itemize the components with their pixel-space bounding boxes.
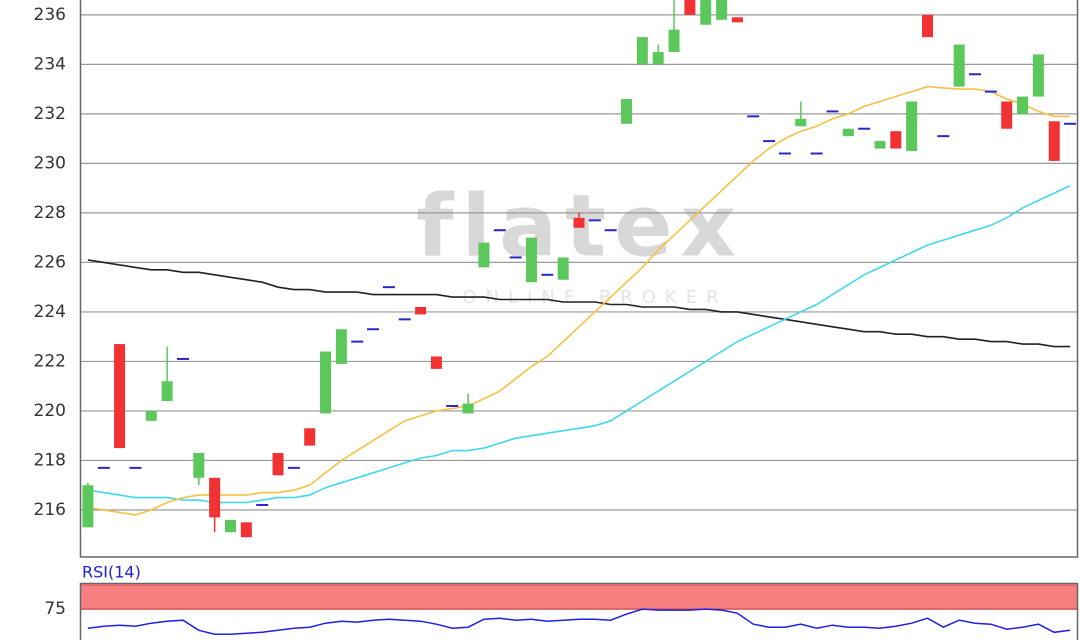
axes: 216 218 220 222 224 226 228 230 232 234 236 75 — [34, 5, 66, 619]
candle-body — [320, 351, 332, 414]
candle-body — [415, 306, 427, 315]
watermark-tagline: ONLINE BROKER — [462, 287, 727, 308]
candle-body — [1032, 54, 1044, 97]
y-tick-label: 222 — [34, 351, 66, 371]
candle-body — [82, 485, 94, 528]
candle-body — [716, 0, 728, 20]
candle-body — [557, 257, 569, 280]
rsi-line — [87, 608, 1071, 635]
candle-body — [668, 29, 680, 52]
candle-body — [304, 428, 316, 446]
candle-body — [953, 44, 965, 87]
candle-body — [684, 0, 696, 15]
candle-body — [478, 242, 490, 268]
y-tick-label: 226 — [34, 252, 66, 272]
candle-body — [1048, 121, 1060, 161]
candle-body — [795, 118, 807, 127]
candle-body — [209, 477, 221, 518]
y-tick-label: 230 — [34, 153, 66, 173]
candle-body — [193, 453, 205, 478]
y-tick-label: 228 — [34, 203, 66, 223]
moving-average — [87, 184, 1071, 504]
candle-body — [700, 0, 712, 25]
candle-body — [842, 128, 854, 137]
candle-body — [114, 344, 126, 449]
candle-body — [240, 522, 252, 538]
moving-average — [87, 259, 1071, 348]
price-panel — [80, 0, 1078, 538]
candle-body — [652, 51, 664, 65]
y-tick-label: 234 — [34, 54, 66, 74]
candle-body — [525, 237, 537, 283]
y-tick-label: 75 — [44, 599, 66, 619]
y-tick-label: 232 — [34, 104, 66, 124]
candle-body — [430, 356, 442, 369]
y-tick-label: 224 — [34, 302, 66, 322]
candle-body — [890, 131, 902, 149]
candle-body — [636, 37, 648, 65]
candle-body — [922, 14, 934, 38]
candle-body — [906, 101, 918, 152]
candle-body — [335, 329, 347, 364]
rsi-frame — [79, 582, 1079, 640]
candle-body — [145, 410, 157, 421]
candle-body — [161, 381, 173, 402]
price-frame — [79, 0, 1079, 558]
overbought-band — [80, 584, 1078, 610]
y-tick-label: 220 — [34, 401, 66, 421]
moving-average — [87, 85, 1071, 516]
candle-body — [1001, 101, 1013, 129]
y-tick-label: 216 — [34, 500, 66, 520]
candle-body — [621, 99, 633, 124]
candle-body — [272, 453, 284, 476]
candle-body — [1017, 96, 1029, 114]
candle-body — [731, 17, 743, 23]
candle-body — [573, 217, 585, 228]
y-tick-label: 236 — [34, 5, 66, 25]
candle-body — [462, 403, 474, 414]
rsi-panel — [80, 584, 1078, 635]
y-tick-label: 218 — [34, 450, 66, 470]
candle-body — [224, 519, 236, 533]
rsi-title: RSI(14) — [82, 563, 141, 582]
candle-body — [874, 141, 886, 149]
